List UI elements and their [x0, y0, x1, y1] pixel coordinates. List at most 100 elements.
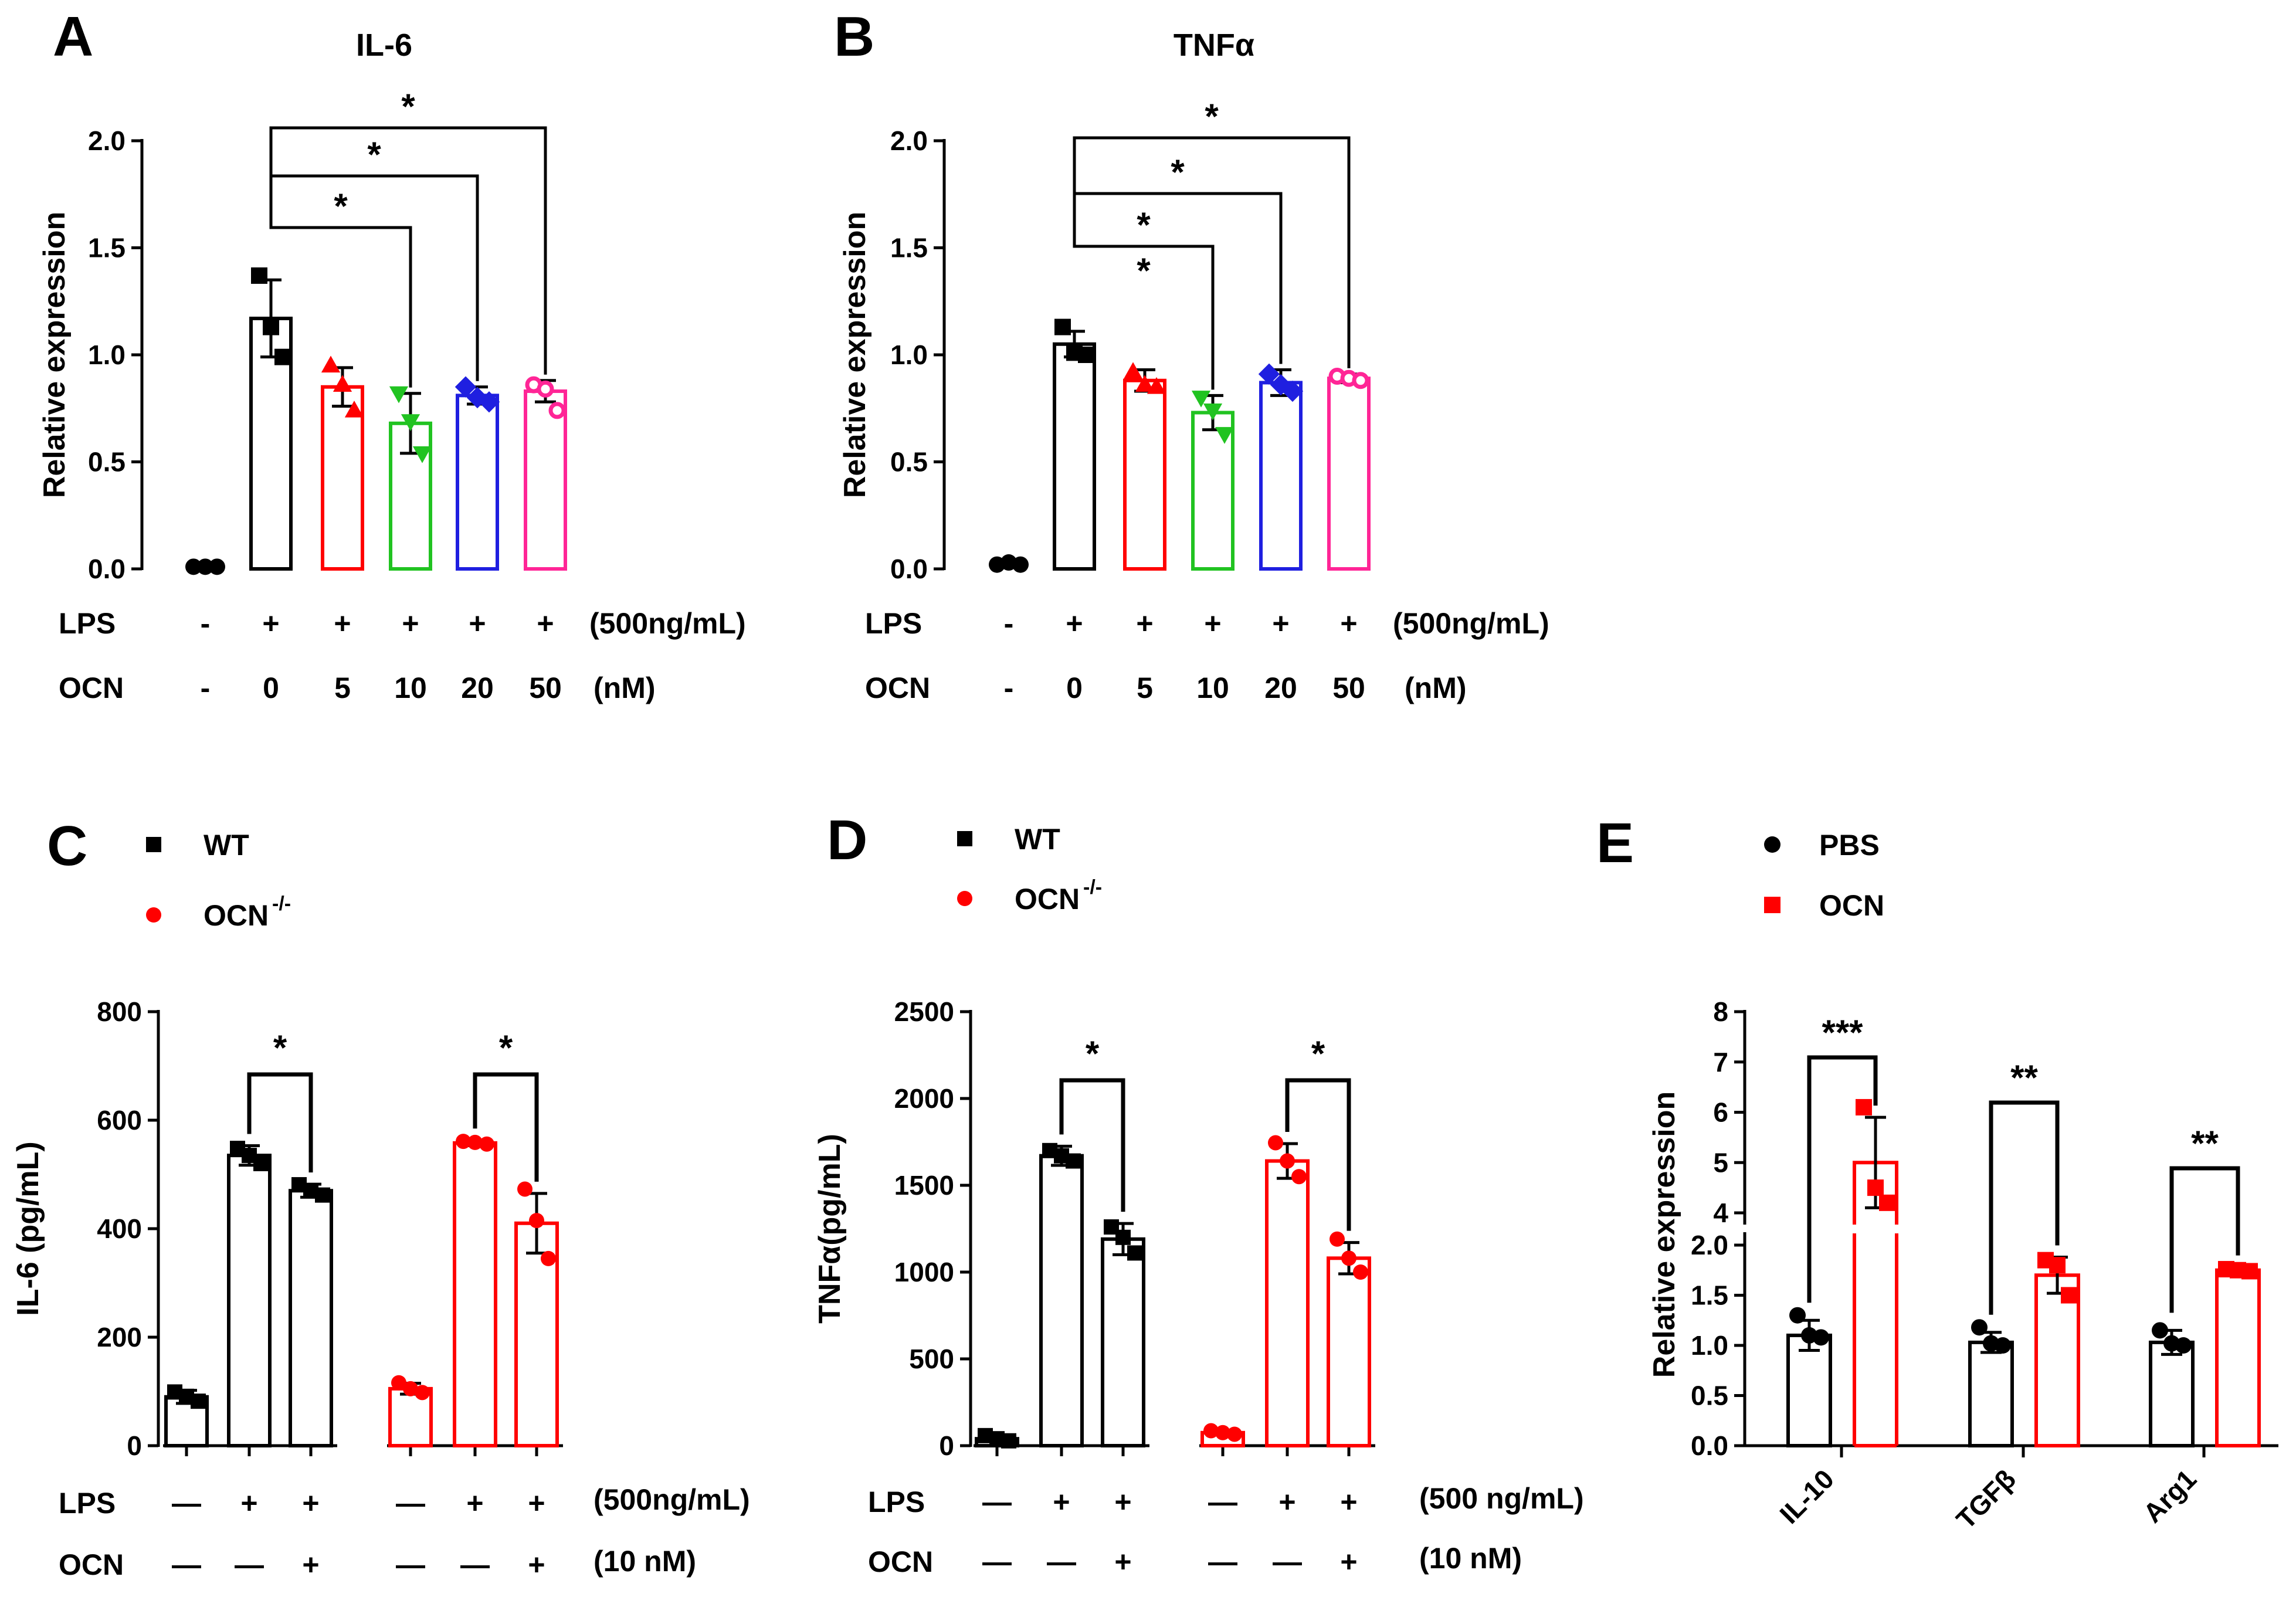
y-tick-label: 1.5	[88, 233, 126, 263]
bar-2-point	[1127, 1245, 1142, 1261]
bar	[1101, 1237, 1145, 1447]
condition-value: +	[1204, 607, 1221, 640]
significance-star: *	[367, 135, 381, 174]
condition-unit: (10 nM)	[593, 1545, 696, 1578]
bar-5-point	[1341, 1250, 1356, 1266]
y-tick-label: 0.5	[1691, 1381, 1728, 1411]
condition-value: —	[1208, 1545, 1237, 1578]
bar-4-point	[456, 1134, 471, 1150]
y-tick-label: 2.0	[88, 126, 126, 156]
condition-unit: (500ng/mL)	[1393, 607, 1549, 640]
y-tick-label: 1.0	[1691, 1330, 1728, 1361]
y-tick-label: 5	[1713, 1147, 1728, 1178]
bar-3-point	[1203, 404, 1223, 421]
y-tick-label: 0	[127, 1430, 142, 1461]
condition-label: OCN	[59, 1548, 124, 1581]
bar	[2149, 1340, 2195, 1448]
condition-value: +	[262, 607, 279, 640]
bar-e-1-2-point	[2241, 1263, 2258, 1280]
condition-value: 5	[1137, 672, 1153, 704]
condition-value: +	[1278, 1486, 1295, 1518]
bar-4-point	[1281, 380, 1304, 402]
y-tick-label: 0.5	[88, 447, 126, 477]
bar-1-point	[1054, 318, 1071, 335]
condition-label: LPS	[865, 607, 922, 640]
y-tick-label: 500	[909, 1344, 954, 1374]
y-tick-label: 1.5	[1691, 1280, 1728, 1311]
y-tick-label: 2.0	[1691, 1230, 1728, 1260]
significance-star: *	[499, 1028, 513, 1067]
bar-5-point	[517, 1181, 533, 1197]
bar-2-point	[1123, 362, 1143, 379]
bar-3-point	[415, 1385, 430, 1401]
panel-label-a: A	[53, 5, 93, 68]
condition-value: -	[1004, 672, 1014, 704]
y-axis-label: Relative expression	[838, 212, 872, 498]
bar-4-point	[1268, 1135, 1283, 1151]
bar-1-point	[1078, 347, 1094, 363]
bar-3-point	[403, 1381, 418, 1396]
y-tick-label: 200	[97, 1322, 142, 1352]
y-tick-label: 1000	[894, 1257, 954, 1287]
significance-star: *	[1086, 1034, 1100, 1073]
bar-3-point	[389, 386, 409, 404]
panel-e-expression-chart: PBS OCN 4 5 6 7 8 0.0 0.5 1.0 1.5 2.0 Relative expre…	[1647, 829, 2278, 1535]
panel-label-e: E	[1596, 812, 1634, 874]
significance-star: **	[2010, 1058, 2038, 1097]
condition-value: —	[172, 1487, 201, 1520]
bar-0-point	[191, 1393, 206, 1409]
condition-value: —	[396, 1548, 425, 1581]
bar-1-point	[253, 1156, 269, 1171]
condition-value: —	[1208, 1486, 1237, 1518]
condition-value: -	[201, 672, 211, 704]
condition-value: +	[302, 1548, 319, 1581]
bar-1-point	[1066, 1153, 1081, 1169]
legend-marker	[146, 837, 161, 852]
condition-value: 10	[394, 672, 427, 704]
bar	[1786, 1333, 1832, 1447]
condition-label: LPS	[59, 607, 116, 640]
y-tick-label: 2000	[894, 1083, 954, 1114]
bar-0-point	[1012, 556, 1029, 573]
significance-bracket	[2169, 1166, 2240, 1313]
y-tick-label: 1.0	[88, 340, 126, 370]
y-tick-label: 8	[1713, 996, 1728, 1027]
y-tick-label: 2.0	[890, 126, 928, 156]
significance-bracket	[1989, 1100, 2060, 1315]
y-axis-label: IL-6 (pg/mL)	[11, 1141, 45, 1316]
bar-5-point	[1330, 1231, 1345, 1247]
bar-3-point	[1215, 427, 1235, 444]
condition-value: +	[402, 607, 419, 640]
y-tick-label: 2500	[894, 996, 954, 1027]
significance-star: *	[334, 187, 348, 226]
bar-5-point	[548, 402, 566, 419]
panel-a-il6-chart: IL-6 0.0 0.5 1.0 1.5 2.0 Relative expression * *…	[38, 28, 746, 704]
condition-label: OCN	[59, 672, 124, 704]
bar-0-point	[197, 558, 213, 575]
bar	[1327, 1256, 1371, 1448]
legend-label: WT	[1015, 823, 1060, 856]
y-tick-label: 7	[1713, 1047, 1728, 1077]
bar	[1053, 342, 1096, 571]
bar-0-point	[1001, 1433, 1016, 1449]
y-tick-label: 0	[939, 1430, 954, 1461]
significance-bracket	[1807, 1055, 1878, 1303]
condition-value: +	[537, 607, 554, 640]
panel-label-d: D	[827, 809, 867, 872]
condition-value: 50	[1332, 672, 1365, 704]
bar-4-point	[479, 1136, 494, 1152]
y-axis-label: Relative expression	[1647, 1091, 1681, 1378]
significance-bracket	[1073, 136, 1351, 368]
bar-0-point	[185, 558, 202, 575]
bar-3-point	[1227, 1426, 1242, 1442]
legend-label: WT	[204, 829, 249, 862]
condition-label: OCN	[868, 1545, 933, 1578]
legend-marker	[957, 891, 972, 906]
significance-bracket	[1059, 1078, 1125, 1212]
legend-marker	[957, 831, 972, 846]
bar	[1039, 1154, 1084, 1448]
y-tick-label: 4	[1713, 1198, 1728, 1228]
condition-value: +	[1053, 1486, 1070, 1518]
